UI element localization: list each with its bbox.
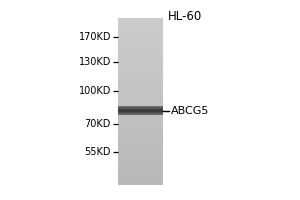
Text: 55KD: 55KD	[85, 147, 111, 157]
Text: HL-60: HL-60	[168, 10, 202, 23]
Text: 100KD: 100KD	[79, 86, 111, 96]
Text: 130KD: 130KD	[79, 57, 111, 67]
Text: 70KD: 70KD	[85, 119, 111, 129]
Text: ABCG5: ABCG5	[171, 106, 209, 116]
Text: 170KD: 170KD	[79, 32, 111, 42]
